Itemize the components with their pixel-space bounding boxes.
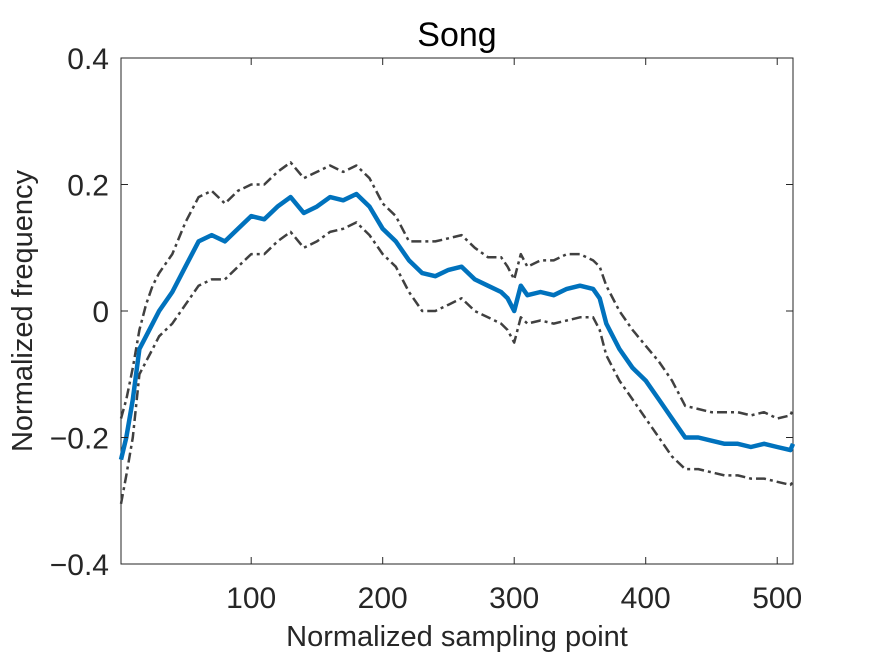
y-tick-label: −0.2 (50, 423, 109, 456)
x-tick-label: 300 (489, 582, 539, 615)
series-line-mean (118, 191, 796, 461)
x-tick-label: 200 (358, 582, 408, 615)
series-layer (118, 161, 796, 505)
y-tick-label: 0.4 (67, 43, 109, 76)
axis-layer: 100 200 300 400 500 −0.4 −0.2 0 0.2 0.4 (50, 43, 802, 615)
x-tick-label: 500 (752, 582, 802, 615)
x-axis-title: Normalized sampling point (286, 621, 628, 653)
series-line-lower (119, 221, 794, 505)
y-axis-title: Normalized frequency (7, 169, 39, 452)
y-tick-label: 0 (92, 296, 109, 329)
y-tick-label: 0.2 (67, 170, 109, 203)
x-tick-label: 100 (226, 582, 276, 615)
plot-area (120, 57, 794, 565)
y-tick-label: −0.4 (50, 549, 109, 582)
x-tick-label: 400 (621, 582, 671, 615)
series-line-upper (119, 161, 795, 420)
chart-title: Song (417, 16, 496, 54)
